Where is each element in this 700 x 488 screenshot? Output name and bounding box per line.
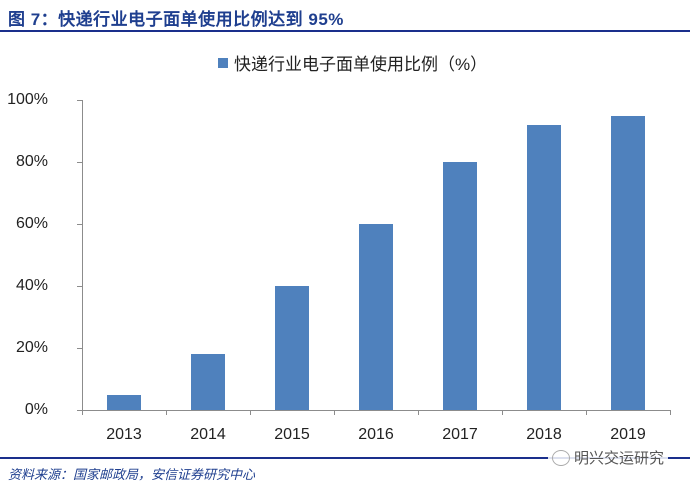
legend-swatch [218,57,228,68]
y-tick-label: 20% [15,339,48,356]
x-tick-label: 2018 [526,426,562,443]
y-tick [77,286,82,287]
watermark: 明兴交运研究 [548,447,669,468]
y-tick-label: 0% [24,401,48,418]
x-axis [82,410,670,411]
x-tick [250,410,251,415]
source-note: 资料来源：国家邮政局，安信证券研究中心 [8,467,256,482]
y-tick-label: 80% [15,153,48,170]
y-tick-label: 60% [15,215,48,232]
x-tick-label: 2013 [106,426,142,443]
legend-label: 快递行业电子面单使用比例（%） [234,55,488,74]
bar-2018 [527,124,561,410]
x-tick [670,410,671,415]
bar-2014 [191,354,225,410]
chart-title: 图 7：快递行业电子面单使用比例达到 95% [8,10,344,29]
x-tick [418,410,419,415]
x-tick-label: 2014 [190,426,226,443]
x-tick-label: 2015 [274,426,310,443]
x-tick [82,410,83,415]
footer-divider [0,457,690,459]
plot-area: 0% 20% 40% 60% 80% 100% 2013 2014 2015 2016 2017 20… [7,91,671,443]
bar-2019 [611,115,645,410]
bar-2016 [359,224,393,410]
x-tick-label: 2019 [610,426,646,443]
y-tick [77,224,82,225]
x-tick [502,410,503,415]
bar-2017 [443,162,477,410]
watermark-text: 明兴交运研究 [574,450,665,467]
x-tick [166,410,167,415]
y-tick-label: 100% [7,91,48,108]
y-tick [77,348,82,349]
bar-2015 [275,286,309,410]
y-tick [77,100,82,101]
wechat-icon [552,449,570,466]
y-tick [77,410,82,411]
chart-legend: 快递行业电子面单使用比例（%） [218,50,487,75]
bar-2013 [107,394,141,410]
x-tick-label: 2017 [442,426,478,443]
y-tick [77,162,82,163]
y-tick-label: 40% [15,277,48,294]
title-divider [0,30,690,32]
x-tick [334,410,335,415]
y-axis [82,100,83,411]
x-tick-label: 2016 [358,426,394,443]
x-tick [586,410,587,415]
